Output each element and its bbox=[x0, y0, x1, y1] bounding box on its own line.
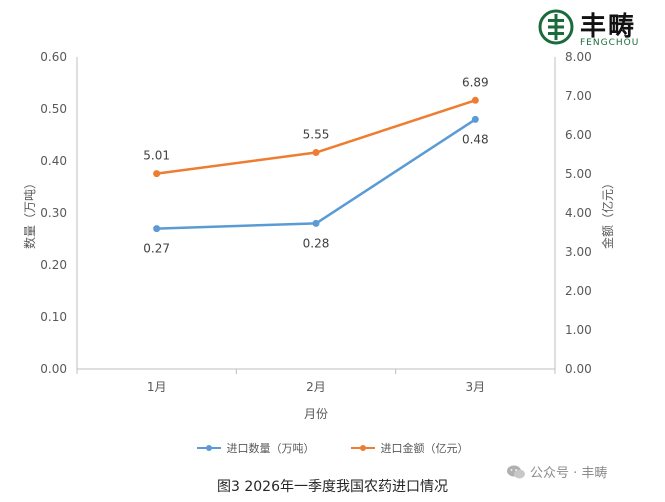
legend-marker-amount bbox=[350, 443, 375, 453]
brand-subtitle: FENGCHOU bbox=[580, 38, 640, 48]
watermark-text: 公众号 · 丰畴 bbox=[530, 466, 608, 481]
data-point-amount bbox=[312, 149, 320, 157]
data-point-quantity bbox=[153, 225, 161, 233]
y-right-tick-label: 0.00 bbox=[565, 362, 592, 376]
data-label-amount: 5.55 bbox=[303, 128, 330, 142]
y-right-tick-label: 4.00 bbox=[565, 206, 592, 220]
y-right-tick-label: 8.00 bbox=[565, 50, 592, 64]
data-point-quantity bbox=[471, 115, 479, 123]
legend-item-quantity[interactable]: 进口数量（万吨） bbox=[196, 440, 315, 456]
legend-marker-quantity bbox=[196, 443, 221, 453]
y-right-tick-label: 7.00 bbox=[565, 89, 592, 103]
y-right-tick-label: 1.00 bbox=[565, 323, 592, 337]
y-left-tick-label: 0.30 bbox=[40, 206, 67, 220]
y-left-tick-label: 0.10 bbox=[40, 310, 67, 324]
y-right-tick-label: 5.00 bbox=[565, 167, 592, 181]
watermark: 公众号 · 丰畴 bbox=[506, 462, 607, 481]
brand-name: 丰畴 bbox=[580, 12, 637, 42]
y-right-tick-label: 3.00 bbox=[565, 245, 592, 259]
wechat-icon bbox=[507, 465, 525, 478]
data-label-quantity: 0.28 bbox=[303, 236, 330, 250]
y-left-tick-label: 0.60 bbox=[40, 50, 67, 64]
y-left-tick-label: 0.50 bbox=[40, 102, 67, 116]
data-label-quantity: 0.27 bbox=[143, 242, 170, 256]
x-tick-label: 2月 bbox=[306, 380, 326, 394]
data-point-quantity bbox=[312, 219, 320, 227]
data-label-amount: 6.89 bbox=[462, 75, 489, 89]
data-label-amount: 5.01 bbox=[143, 149, 170, 163]
brand-emblem-icon bbox=[538, 9, 574, 45]
data-label-quantity: 0.48 bbox=[462, 132, 489, 146]
data-point-amount bbox=[471, 96, 479, 104]
y-left-tick-label: 0.40 bbox=[40, 154, 67, 168]
legend: 进口数量（万吨） 进口金额（亿元） bbox=[0, 440, 665, 456]
x-tick-label: 1月 bbox=[147, 380, 167, 394]
brand-logo: 丰畴 FENGCHOU bbox=[538, 8, 660, 50]
y-left-tick-label: 0.00 bbox=[40, 362, 67, 376]
figure-caption: 图3 2026年一季度我国农药进口情况 bbox=[217, 479, 448, 495]
y-right-axis-title: 金额（亿元） bbox=[600, 177, 615, 249]
x-axis-title: 月份 bbox=[304, 407, 328, 421]
legend-label-amount: 进口金额（亿元） bbox=[380, 442, 469, 455]
data-point-amount bbox=[153, 170, 161, 178]
x-tick-label: 3月 bbox=[466, 380, 486, 394]
legend-item-amount[interactable]: 进口金额（亿元） bbox=[350, 440, 469, 456]
legend-label-quantity: 进口数量（万吨） bbox=[226, 442, 315, 455]
y-right-tick-label: 2.00 bbox=[565, 284, 592, 298]
y-left-tick-label: 0.20 bbox=[40, 258, 67, 272]
y-right-tick-label: 6.00 bbox=[565, 128, 592, 142]
y-left-axis-title: 数量（万吨） bbox=[22, 177, 37, 249]
